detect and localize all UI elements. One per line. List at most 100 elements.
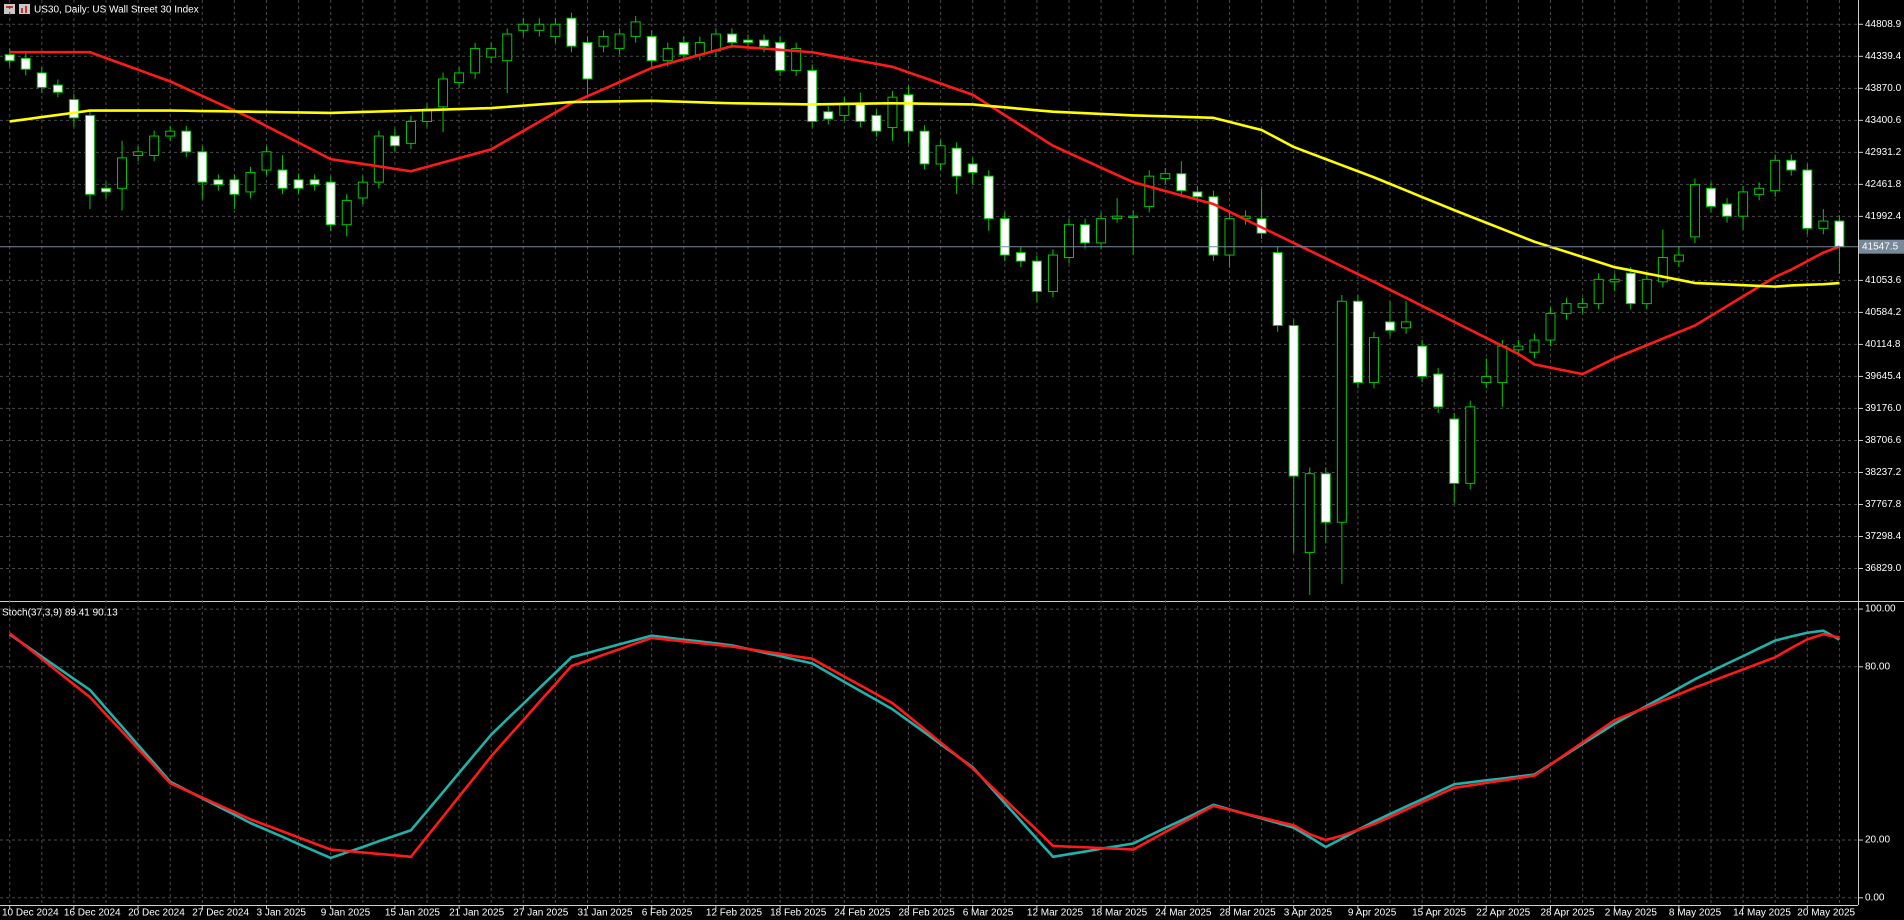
x-tick-label: 15 Apr 2025 (1412, 908, 1466, 919)
candle-body (341, 199, 352, 226)
labels-layer: 10 Dec 2024 16 Dec 2024 20 Dec 2024 27 Dec … (2, 5, 1904, 919)
candle-body (903, 94, 914, 132)
candle-body (213, 179, 224, 186)
candle-body (502, 33, 513, 62)
x-tick-label: 28 Mar 2025 (1220, 908, 1277, 919)
candle-body (84, 114, 95, 195)
y-tick-label: 42931.2 (1865, 147, 1902, 158)
y-tick-label: 37767.8 (1865, 499, 1902, 510)
x-tick-label: 21 Jan 2025 (449, 908, 504, 919)
candle-body (1064, 224, 1074, 259)
series-line (9, 44, 1840, 376)
candle-body (1722, 203, 1733, 217)
candle-body (1304, 473, 1315, 554)
current-price-label: 41547.5 (1862, 241, 1899, 252)
y-tick-label: 36829.0 (1865, 563, 1902, 574)
candle-body (20, 57, 31, 70)
candle-body (1047, 254, 1058, 292)
candle-body (1802, 169, 1813, 229)
candle-body (807, 69, 818, 122)
x-tick-label: 24 Feb 2025 (834, 908, 891, 919)
y-tick-label: 41992.4 (1865, 211, 1902, 222)
series-line (8, 629, 1841, 860)
candle-body (454, 72, 465, 84)
grid-layer (0, 0, 1858, 905)
series-line (9, 99, 1840, 288)
candle-body (1433, 373, 1444, 408)
x-tick-label: 3 Jan 2025 (257, 908, 307, 919)
x-tick-label: 27 Dec 2024 (192, 908, 249, 919)
candle-body (486, 48, 497, 58)
candle-body (1112, 215, 1123, 220)
candle-body (1497, 345, 1508, 384)
y-tick-label: 42461.8 (1865, 179, 1902, 190)
marks-layer (4, 12, 1845, 596)
candle-body (582, 41, 593, 80)
lines-layer (0, 44, 1858, 860)
icon-detail (25, 6, 27, 13)
candle-body (1786, 159, 1797, 171)
x-tick-label: 24 Mar 2025 (1155, 908, 1212, 919)
candle-body (646, 35, 657, 62)
candle-body (68, 99, 79, 119)
candle-body (1015, 252, 1026, 262)
candle-body (117, 157, 128, 189)
candle-body (293, 179, 304, 189)
symbol-icons (4, 4, 30, 14)
y-tick-label: 44808.9 (1865, 19, 1902, 30)
candle-body (967, 163, 978, 173)
candle-body (438, 78, 449, 108)
y-tick-label: 40584.2 (1865, 307, 1902, 318)
candle-body (1465, 406, 1476, 484)
candle-body (1144, 175, 1155, 207)
x-tick-label: 14 May 2025 (1733, 908, 1791, 919)
candle-body (598, 35, 609, 47)
candle-body (662, 48, 673, 62)
candle-body (261, 151, 272, 171)
candle-body (52, 84, 63, 93)
x-tick-label: 18 Mar 2025 (1091, 908, 1148, 919)
icon-detail (21, 8, 23, 13)
candle-body (1834, 220, 1845, 248)
x-tick-label: 3 Apr 2025 (1284, 908, 1333, 919)
candle-body (871, 114, 882, 132)
x-tick-label: 6 Feb 2025 (642, 908, 693, 919)
y-tick-label: 37298.4 (1865, 531, 1902, 542)
candle-body (389, 135, 400, 147)
x-tick-label: 9 Jan 2025 (321, 908, 371, 919)
candle-body (1096, 218, 1107, 244)
candle-body (1738, 191, 1749, 217)
candle-body (101, 187, 111, 193)
y-tick-label: 43870.0 (1865, 83, 1902, 94)
y-tick-label: 41053.6 (1865, 275, 1902, 286)
candle-body (149, 135, 160, 156)
x-tick-label: 10 Dec 2024 (2, 908, 59, 919)
candle-body (1770, 159, 1781, 192)
candle-body (1401, 321, 1412, 329)
candle-body (678, 41, 689, 56)
candle-body (1368, 337, 1379, 384)
x-tick-label: 8 May 2025 (1669, 908, 1722, 919)
candle-body (325, 181, 336, 226)
current-price-box (1859, 239, 1904, 254)
candle-body (743, 39, 753, 43)
chart-title: US30, Daily: US Wall Street 30 Index (34, 5, 199, 16)
candle-body (518, 23, 529, 31)
x-tick-label: 9 Apr 2025 (1348, 908, 1397, 919)
series-line (8, 632, 1840, 859)
candle-body (245, 171, 256, 193)
candle-body (935, 145, 946, 165)
icon (19, 4, 30, 14)
candle-body (470, 48, 481, 74)
candle-body (373, 135, 384, 183)
candle-body (1545, 312, 1556, 341)
candle-body (759, 39, 770, 47)
candle-body (1272, 252, 1283, 327)
x-tick-label: 20 Dec 2024 (128, 908, 185, 919)
candle-body (197, 151, 208, 183)
chart-title: Stoch(37,3,9) 89.41 90.13 (2, 608, 118, 619)
candle-body (229, 179, 240, 195)
candle-body (550, 23, 561, 37)
